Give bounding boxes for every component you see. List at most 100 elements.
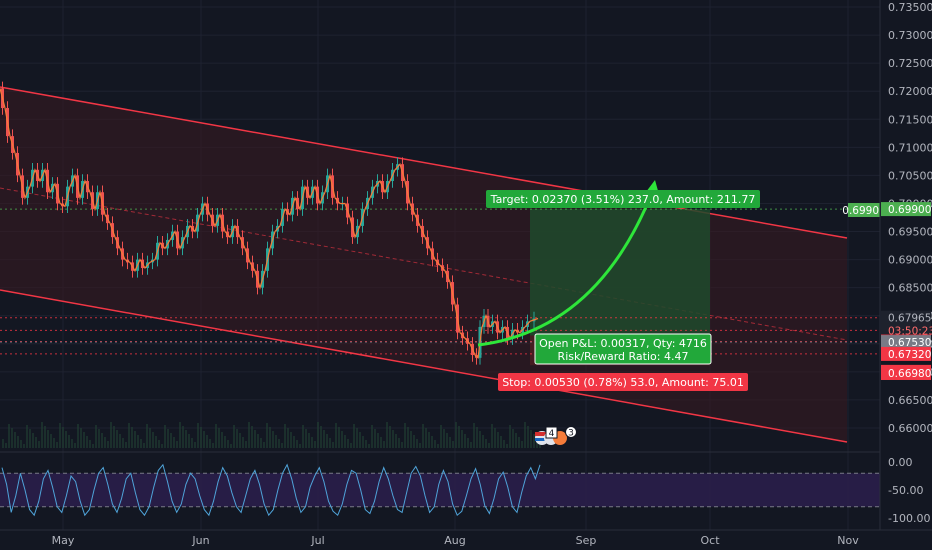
- volume-bar: [92, 444, 94, 448]
- horizontal-level-lines: [0, 208, 880, 355]
- volume-bar: [278, 439, 280, 448]
- volume-bar: [419, 443, 421, 448]
- time-tick-label-0: May: [52, 534, 75, 547]
- time-axis[interactable]: [0, 530, 932, 550]
- volume-bar: [536, 438, 538, 448]
- volume-bar: [302, 425, 304, 448]
- volume-bar: [521, 441, 523, 448]
- stop-label[interactable]: Stop: 0.00530 (0.78%) 53.0, Amount: 75.0…: [498, 373, 748, 391]
- price-series-line: [0, 88, 539, 360]
- stop-label-text: Stop: 0.00530 (0.78%) 53.0, Amount: 75.0…: [502, 376, 744, 389]
- volume-bar: [245, 441, 247, 448]
- volume-bar: [326, 434, 328, 448]
- volume-bar: [59, 423, 61, 448]
- volume-bar: [434, 440, 436, 448]
- volume-bar: [485, 439, 487, 448]
- volume-bar: [407, 427, 409, 448]
- volume-bar: [86, 436, 88, 448]
- time-tick-label-5: Oct: [700, 534, 720, 547]
- volume-bar: [353, 424, 355, 448]
- volume-bar: [68, 435, 70, 448]
- volume-bar: [380, 437, 382, 448]
- price-axis[interactable]: [880, 0, 932, 530]
- volume-bar: [254, 430, 256, 448]
- volume-bar: [332, 442, 334, 448]
- volume-bar: [251, 426, 253, 448]
- volume-bar: [107, 441, 109, 448]
- volume-bar: [182, 426, 184, 448]
- volume-bar: [215, 424, 217, 448]
- volume-bar: [410, 431, 412, 448]
- volume-bar: [443, 429, 445, 448]
- volume-bar: [530, 430, 532, 448]
- price-tag-7: [881, 365, 931, 380]
- volume-bar: [101, 433, 103, 448]
- volume-bar: [119, 434, 121, 448]
- volume-bar: [98, 429, 100, 448]
- projection-arrow[interactable]: [477, 184, 657, 347]
- volume-bar: [269, 427, 271, 448]
- volume-bar: [194, 442, 196, 448]
- volume-bar: [539, 442, 541, 448]
- volume-bar: [320, 426, 322, 448]
- volume-bar: [212, 443, 214, 448]
- volume-bar: [35, 437, 37, 448]
- volume-bar: [29, 429, 31, 448]
- volume-bar: [167, 429, 169, 448]
- time-tick-label-2: Jul: [310, 534, 324, 547]
- volume-bar: [299, 444, 301, 448]
- volume-bar: [497, 432, 499, 448]
- volume-bar: [143, 443, 145, 448]
- volume-bar: [8, 424, 10, 448]
- volume-bar: [395, 434, 397, 448]
- time-tick-label-4: Sep: [576, 534, 597, 547]
- volume-bar: [65, 431, 67, 448]
- volume-bar: [71, 439, 73, 448]
- volume-bar: [77, 424, 79, 448]
- oscillator-band: [0, 473, 880, 507]
- oscillator-tick-label-2: -100.00: [888, 512, 930, 525]
- price-tick-label-0: 0.73500: [888, 1, 932, 14]
- price-tag-2: [881, 323, 931, 338]
- volume-bar: [113, 426, 115, 448]
- volume-bar: [413, 435, 415, 448]
- price-tick-label-8: 0.69500: [888, 226, 932, 239]
- volume-bar: [290, 432, 292, 448]
- event-count-badge-2: [565, 426, 577, 438]
- event-count-badge-1: [545, 426, 558, 439]
- volume-bar: [512, 429, 514, 448]
- volume-bar: [149, 428, 151, 448]
- volume-bar: [116, 430, 118, 448]
- target-label[interactable]: Target: 0.02370 (3.51%) 237.0, Amount: 2…: [486, 190, 760, 208]
- oscillator-line: [1, 463, 541, 517]
- price-tag-text-0: 0.69900: [888, 204, 931, 216]
- channel-lower-line[interactable]: [0, 289, 848, 443]
- volume-bar: [164, 425, 166, 448]
- price-tag-5: [881, 346, 931, 361]
- volume-bar: [257, 434, 259, 448]
- pnl-label[interactable]: Open P&L: 0.00317, Qty: 4716 Risk/Reward…: [534, 333, 712, 365]
- price-tag-1: [881, 310, 931, 325]
- volume-bar: [32, 433, 34, 448]
- volume-bar: [509, 425, 511, 448]
- volume-bar: [374, 429, 376, 448]
- volume-bar: [230, 444, 232, 448]
- volume-bar: [137, 435, 139, 448]
- volume-bar: [533, 434, 535, 448]
- volume-bar: [95, 425, 97, 448]
- volume-bar: [500, 436, 502, 448]
- volume-bar: [170, 433, 172, 448]
- event-badges[interactable]: 4 3: [535, 426, 577, 446]
- chart-price-tag-text: 0.69900: [842, 205, 885, 217]
- volume-bar: [314, 441, 316, 448]
- volume-bar: [62, 427, 64, 448]
- time-tick-label-3: Aug: [444, 534, 465, 547]
- volume-bar: [146, 424, 148, 448]
- volume-bar: [152, 432, 154, 448]
- volume-bar: [527, 426, 529, 448]
- volume-bar: [173, 437, 175, 448]
- volume-bar: [134, 431, 136, 448]
- oscillator-tick-label-0: 0.00: [888, 456, 913, 469]
- volume-bar: [11, 428, 13, 448]
